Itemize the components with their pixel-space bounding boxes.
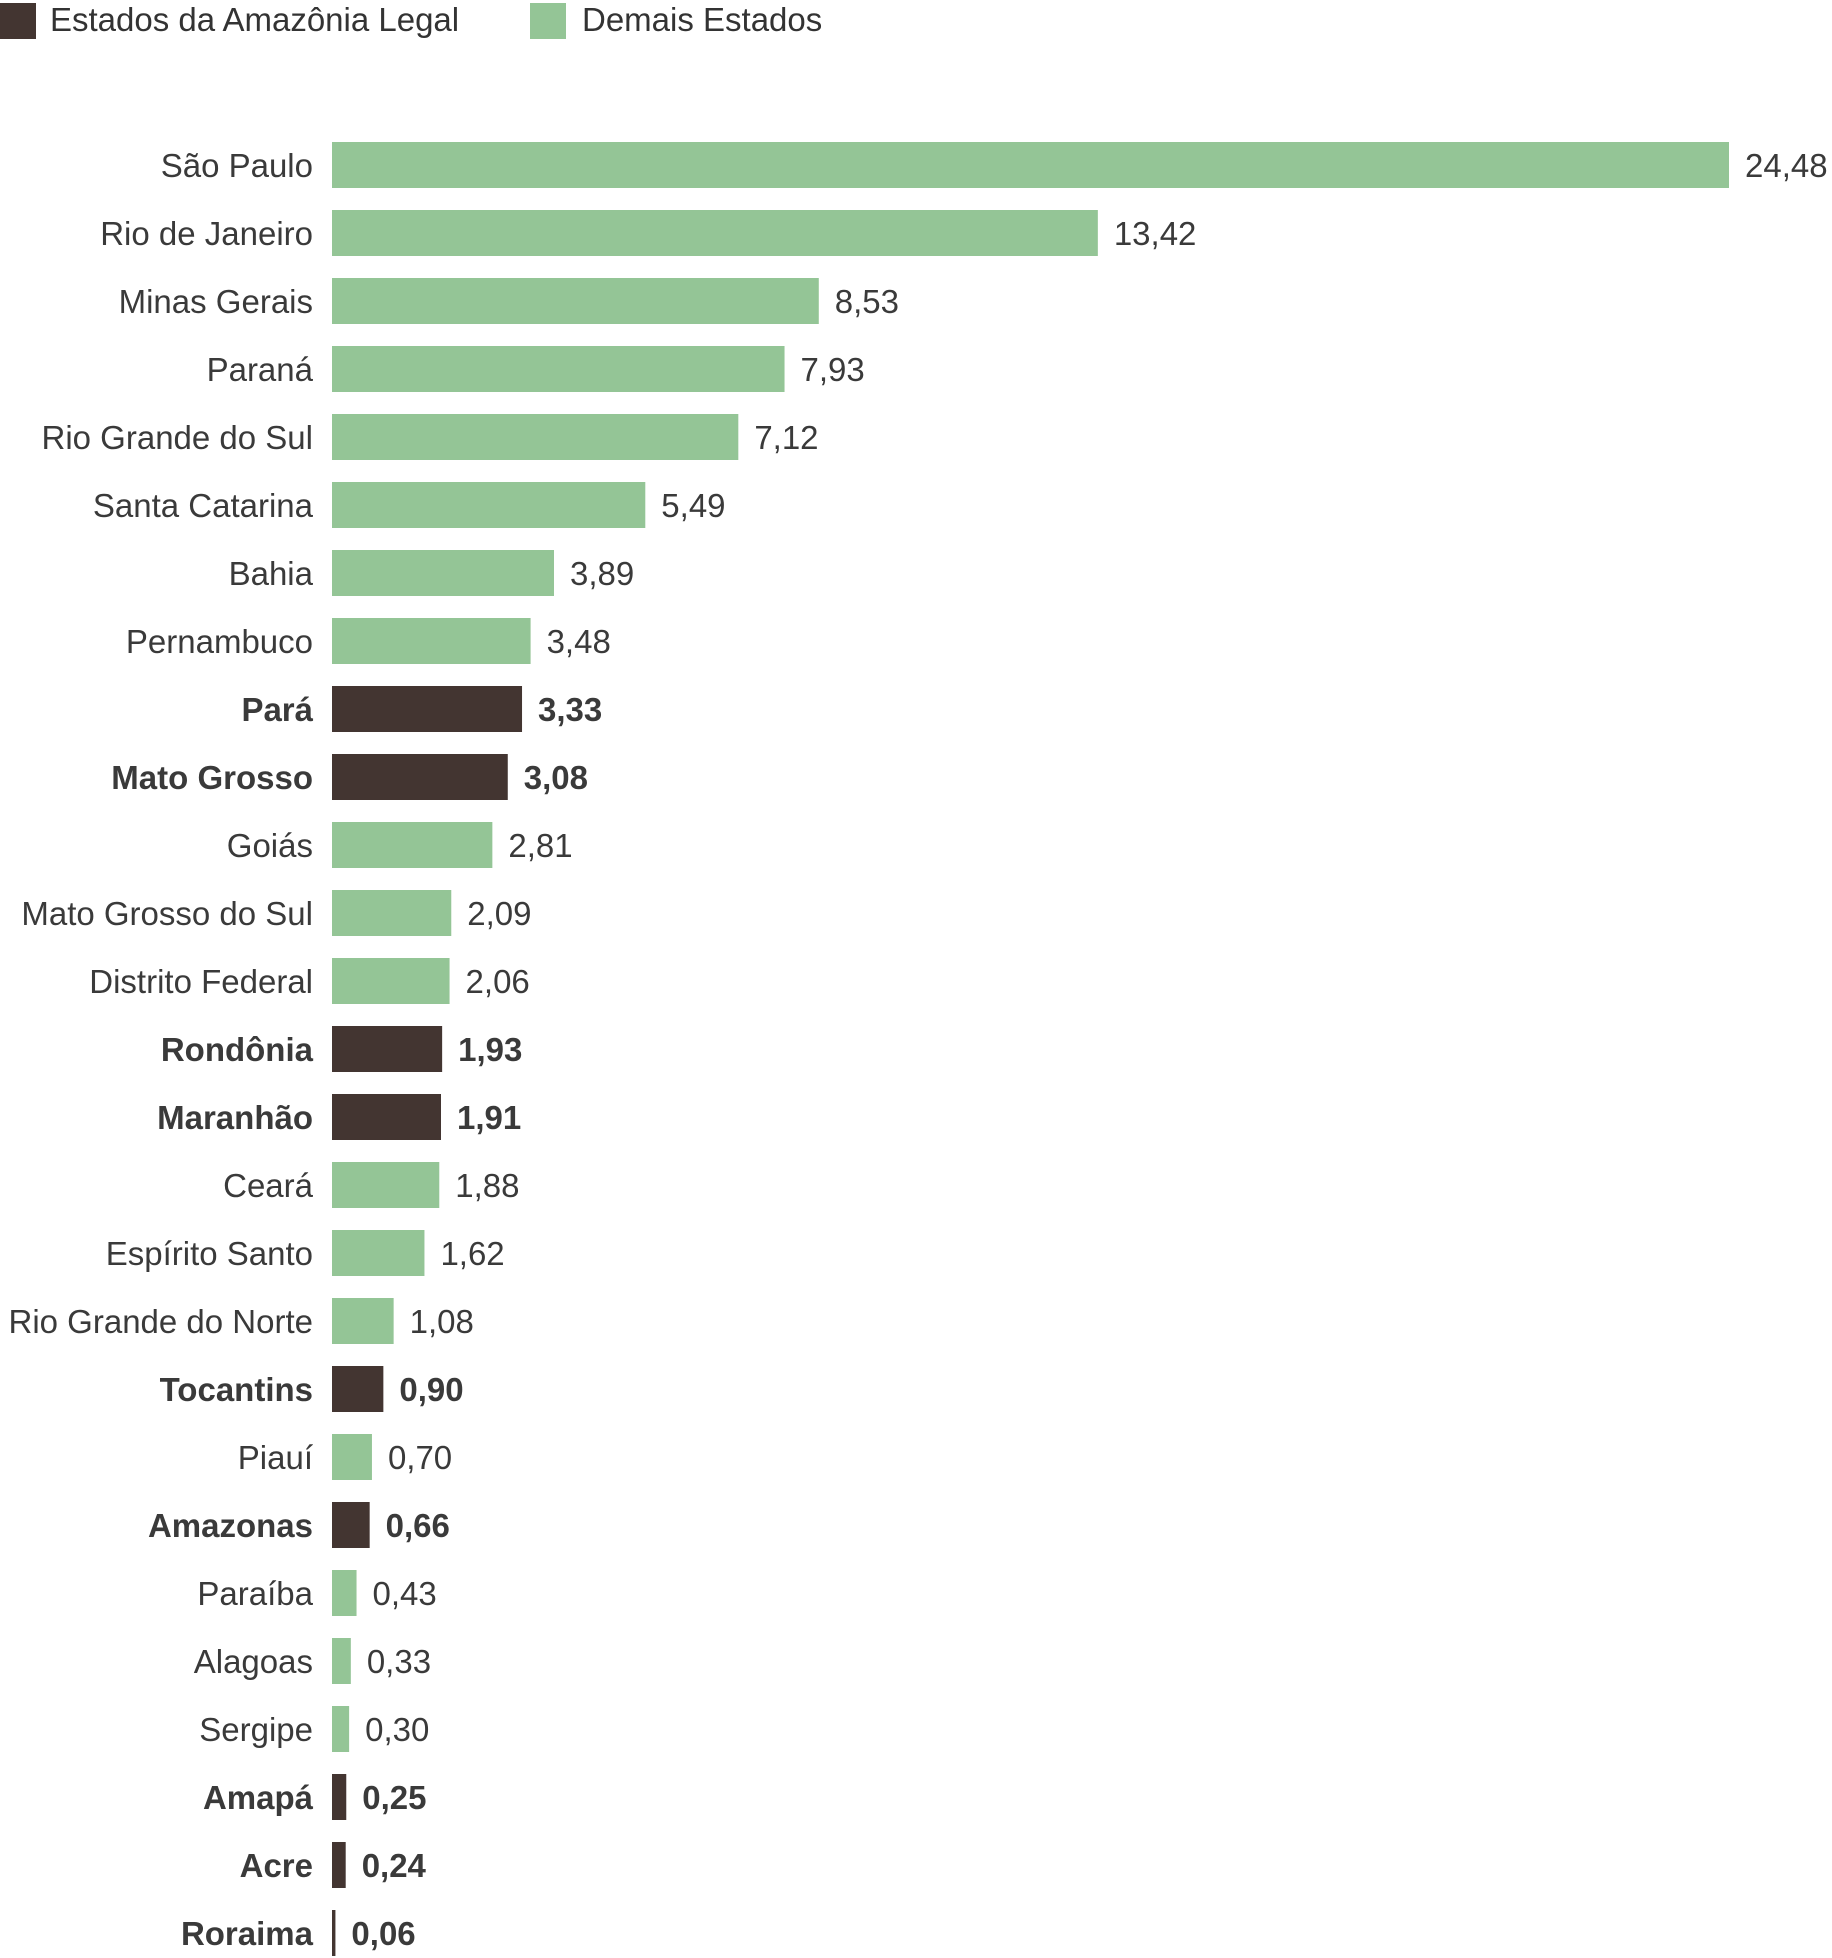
bar-rio-de-janeiro [332,210,1098,256]
bar-bahia [332,550,554,596]
bar-sergipe [332,1706,350,1752]
value-label-rondonia: 1,93 [458,1031,522,1068]
category-label-acre: Acre [240,1847,313,1884]
category-label-mato-grosso-do-sul: Mato Grosso do Sul [21,895,313,932]
category-label-espirito-santo: Espírito Santo [106,1235,313,1272]
value-label-sergipe: 0,30 [365,1711,429,1748]
category-label-amazonas: Amazonas [148,1507,313,1544]
bar-goias [332,822,493,868]
category-label-distrito-federal: Distrito Federal [89,963,313,1000]
value-label-amapa: 0,25 [362,1779,426,1816]
bar-ceara [332,1162,440,1208]
category-label-alagoas: Alagoas [194,1643,313,1680]
category-label-para: Pará [241,691,313,728]
category-label-rio-de-janeiro: Rio de Janeiro [100,215,313,252]
value-label-rio-grande-do-sul: 7,12 [754,419,818,456]
bar-piaui [332,1434,372,1480]
legend: Estados da Amazônia Legal Demais Estados [0,1,822,39]
bar-acre [332,1842,346,1888]
category-label-pernambuco: Pernambuco [126,623,313,660]
bar-rondonia [332,1026,443,1072]
bar-rio-grande-do-norte [332,1298,394,1344]
value-label-tocantins: 0,90 [399,1371,463,1408]
category-label-amapa: Amapá [203,1779,314,1816]
value-label-piaui: 0,70 [388,1439,452,1476]
value-label-rio-de-janeiro: 13,42 [1114,215,1197,252]
bar-mato-grosso [332,754,508,800]
category-label-mato-grosso: Mato Grosso [111,759,313,796]
bar-mato-grosso-do-sul [332,890,452,936]
bar-alagoas [332,1638,351,1684]
value-label-goias: 2,81 [508,827,572,864]
category-label-sergipe: Sergipe [199,1711,313,1748]
bar-amapa [332,1774,347,1820]
bar-minas-gerais [332,278,819,324]
category-label-maranhao: Maranhão [157,1099,313,1136]
value-label-maranhao: 1,91 [457,1099,521,1136]
category-label-piaui: Piauí [238,1439,313,1476]
category-label-bahia: Bahia [229,555,314,592]
bar-tocantins [332,1366,384,1412]
bar-espirito-santo [332,1230,425,1276]
value-label-paraiba: 0,43 [373,1575,437,1612]
bar-amazonas [332,1502,370,1548]
value-label-rio-grande-do-norte: 1,08 [410,1303,474,1340]
value-label-roraima: 0,06 [351,1915,415,1952]
category-label-rio-grande-do-norte: Rio Grande do Norte [9,1303,314,1340]
bar-paraiba [332,1570,357,1616]
value-label-parana: 7,93 [801,351,865,388]
bar-santa-catarina [332,482,646,528]
category-label-goias: Goiás [227,827,313,864]
value-label-minas-gerais: 8,53 [835,283,899,320]
plot-area: São Paulo 24,48 Rio de Janeiro 13,42 Minas G… [9,142,1828,1956]
category-label-minas-gerais: Minas Gerais [119,283,313,320]
category-label-santa-catarina: Santa Catarina [93,487,314,524]
value-label-ceara: 1,88 [455,1167,519,1204]
bar-maranhao [332,1094,441,1140]
bar-pernambuco [332,618,531,664]
category-label-sao-paulo: São Paulo [161,147,313,184]
legend-swatch-demais [530,3,566,39]
value-label-mato-grosso-do-sul: 2,09 [467,895,531,932]
category-label-parana: Paraná [207,351,314,388]
value-label-santa-catarina: 5,49 [661,487,725,524]
value-label-amazonas: 0,66 [386,1507,450,1544]
category-label-rio-grande-do-sul: Rio Grande do Sul [42,419,314,456]
bar-roraima [332,1910,336,1956]
category-label-roraima: Roraima [181,1915,314,1952]
value-label-sao-paulo: 24,48 [1745,147,1828,184]
value-label-distrito-federal: 2,06 [466,963,530,1000]
value-label-pernambuco: 3,48 [547,623,611,660]
category-label-rondonia: Rondônia [161,1031,314,1068]
category-label-paraiba: Paraíba [197,1575,313,1612]
category-label-tocantins: Tocantins [160,1371,313,1408]
value-label-mato-grosso: 3,08 [524,759,588,796]
legend-swatch-amazonia [0,3,36,39]
category-label-ceara: Ceará [223,1167,314,1204]
value-label-acre: 0,24 [362,1847,427,1884]
value-label-alagoas: 0,33 [367,1643,431,1680]
legend-label-amazonia: Estados da Amazônia Legal [50,1,459,38]
bar-rio-grande-do-sul [332,414,739,460]
bar-para [332,686,523,732]
value-label-para: 3,33 [538,691,602,728]
value-label-espirito-santo: 1,62 [440,1235,504,1272]
bar-distrito-federal [332,958,450,1004]
value-label-bahia: 3,89 [570,555,634,592]
bar-sao-paulo [332,142,1729,188]
legend-label-demais: Demais Estados [582,1,822,38]
bar-parana [332,346,785,392]
